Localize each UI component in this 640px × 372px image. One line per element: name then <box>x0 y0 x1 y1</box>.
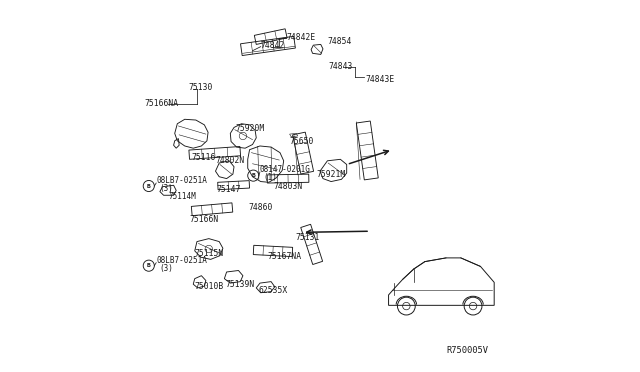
Text: B: B <box>252 173 255 178</box>
Text: 75131: 75131 <box>296 232 320 242</box>
Text: 75921M: 75921M <box>316 170 346 179</box>
Text: 74842: 74842 <box>260 41 285 50</box>
Text: 75139N: 75139N <box>226 280 255 289</box>
Text: 74854: 74854 <box>328 37 352 46</box>
Text: 75920M: 75920M <box>236 124 265 133</box>
Text: 08147-0201G: 08147-0201G <box>260 165 311 174</box>
Text: 08LB7-0251A: 08LB7-0251A <box>156 256 207 265</box>
Text: 74843E: 74843E <box>365 75 394 84</box>
Text: 62535X: 62535X <box>259 286 288 295</box>
Text: 75147: 75147 <box>216 185 241 194</box>
Text: 74860: 74860 <box>249 203 273 212</box>
Text: (1): (1) <box>263 173 277 182</box>
Text: (3): (3) <box>159 264 173 273</box>
Text: 08LB7-0251A: 08LB7-0251A <box>156 176 207 185</box>
Text: B: B <box>147 183 150 189</box>
Text: 75166N: 75166N <box>189 215 219 224</box>
Text: 75114M: 75114M <box>168 192 196 201</box>
Text: 75650: 75650 <box>290 137 314 146</box>
Text: 75010B: 75010B <box>194 282 223 291</box>
Text: 75166NA: 75166NA <box>144 99 178 108</box>
Text: 74802N: 74802N <box>216 155 244 164</box>
Text: 75167NA: 75167NA <box>268 252 301 261</box>
Text: 74803N: 74803N <box>274 182 303 190</box>
Text: R750005V: R750005V <box>446 346 488 355</box>
Text: 75116: 75116 <box>191 153 216 161</box>
Text: 74843: 74843 <box>328 62 353 71</box>
Text: 75115N: 75115N <box>195 249 224 258</box>
Text: 74842E: 74842E <box>287 33 316 42</box>
Text: 75130: 75130 <box>189 83 213 92</box>
Text: (3): (3) <box>159 185 173 193</box>
Text: B: B <box>147 263 150 268</box>
